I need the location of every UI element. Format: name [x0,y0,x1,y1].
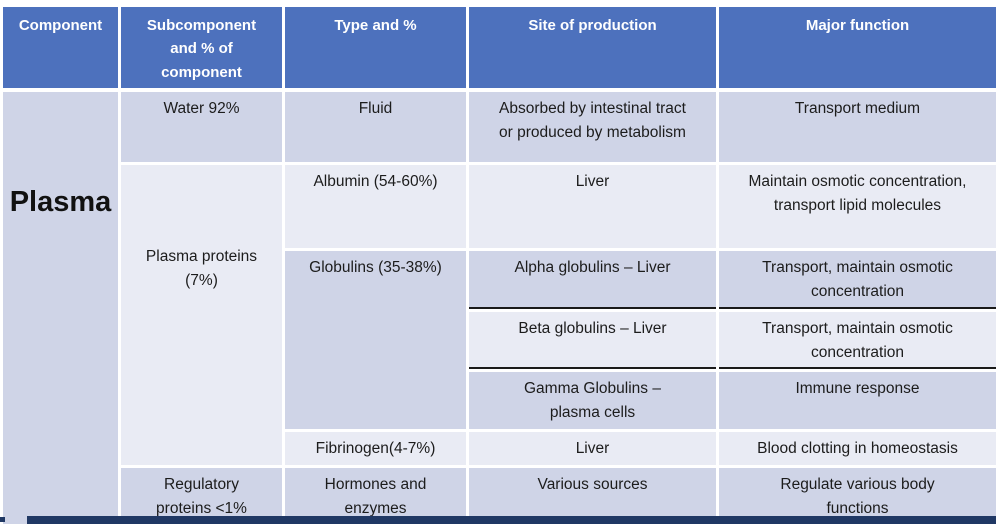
cell-water-site: Absorbed by intestinal tract or produced… [466,88,719,166]
cell-beta-globulins-site: Beta globulins – Liver [466,309,719,373]
cell-globulins-type: Globulins (35-38%) [282,248,469,433]
cell-alpha-globulins-site: Alpha globulins – Liver [466,248,719,313]
row-water: Plasma Water 92% Fluid Absorbed by intes… [0,88,996,524]
cell-water-subcomponent: Water 92% [118,88,285,166]
cell-gamma-globulins-function: Immune response [716,369,996,433]
cell-albumin-site: Liver [466,162,719,252]
cell-fibrinogen-function: Blood clotting in homeostasis [716,429,996,469]
col-header-site: Site of production [466,3,719,92]
col-header-type: Type and % [282,3,469,92]
header-row: Component Subcomponent and % of componen… [0,3,996,92]
cell-fibrinogen-site: Liver [466,429,719,469]
row-albumin: Plasma proteins (7%) Albumin (54-60%) Li… [2,162,996,469]
row-fibrinogen: Fibrinogen(4-7%) Liver Blood clotting in… [2,429,996,469]
cell-plasma-proteins-subcomponent: Plasma proteins (7%) [118,162,285,469]
cell-component-plasma: Plasma [0,88,121,524]
cell-albumin-function: Maintain osmotic concentration, transpor… [716,162,996,252]
cell-water-type: Fluid [282,88,469,166]
col-header-function: Major function [716,3,996,92]
cell-beta-globulins-function: Transport, maintain osmotic concentratio… [716,309,996,373]
row-beta-globulins: Beta globulins – Liver Transport, mainta… [2,309,996,373]
plasma-components-table: Component Subcomponent and % of componen… [0,3,996,524]
cell-regulatory-site: Various sources [466,465,719,524]
cell-regulatory-subcomponent: Regulatory proteins <1% [118,465,285,524]
col-header-subcomponent: Subcomponent and % of component [118,3,285,92]
cell-albumin-type: Albumin (54-60%) [282,162,469,252]
cell-water-function: Transport medium [716,88,996,166]
cell-alpha-globulins-function: Transport, maintain osmotic concentratio… [716,248,996,313]
row-alpha-globulins: Globulins (35-38%) Alpha globulins – Liv… [2,248,996,433]
cell-regulatory-function: Regulate various body functions [716,465,996,524]
cell-regulatory-type: Hormones and enzymes [282,465,469,524]
col-header-component: Component [0,3,121,92]
cell-fibrinogen-type: Fibrinogen(4-7%) [282,429,469,469]
row-gamma-globulins: Gamma Globulins – plasma cells Immune re… [2,369,996,433]
slide-accent-dot [0,517,5,522]
slide-accent-bar [27,516,996,524]
row-regulatory-proteins: Regulatory proteins <1% Hormones and enz… [2,465,996,524]
cell-gamma-globulins-site: Gamma Globulins – plasma cells [466,369,719,433]
